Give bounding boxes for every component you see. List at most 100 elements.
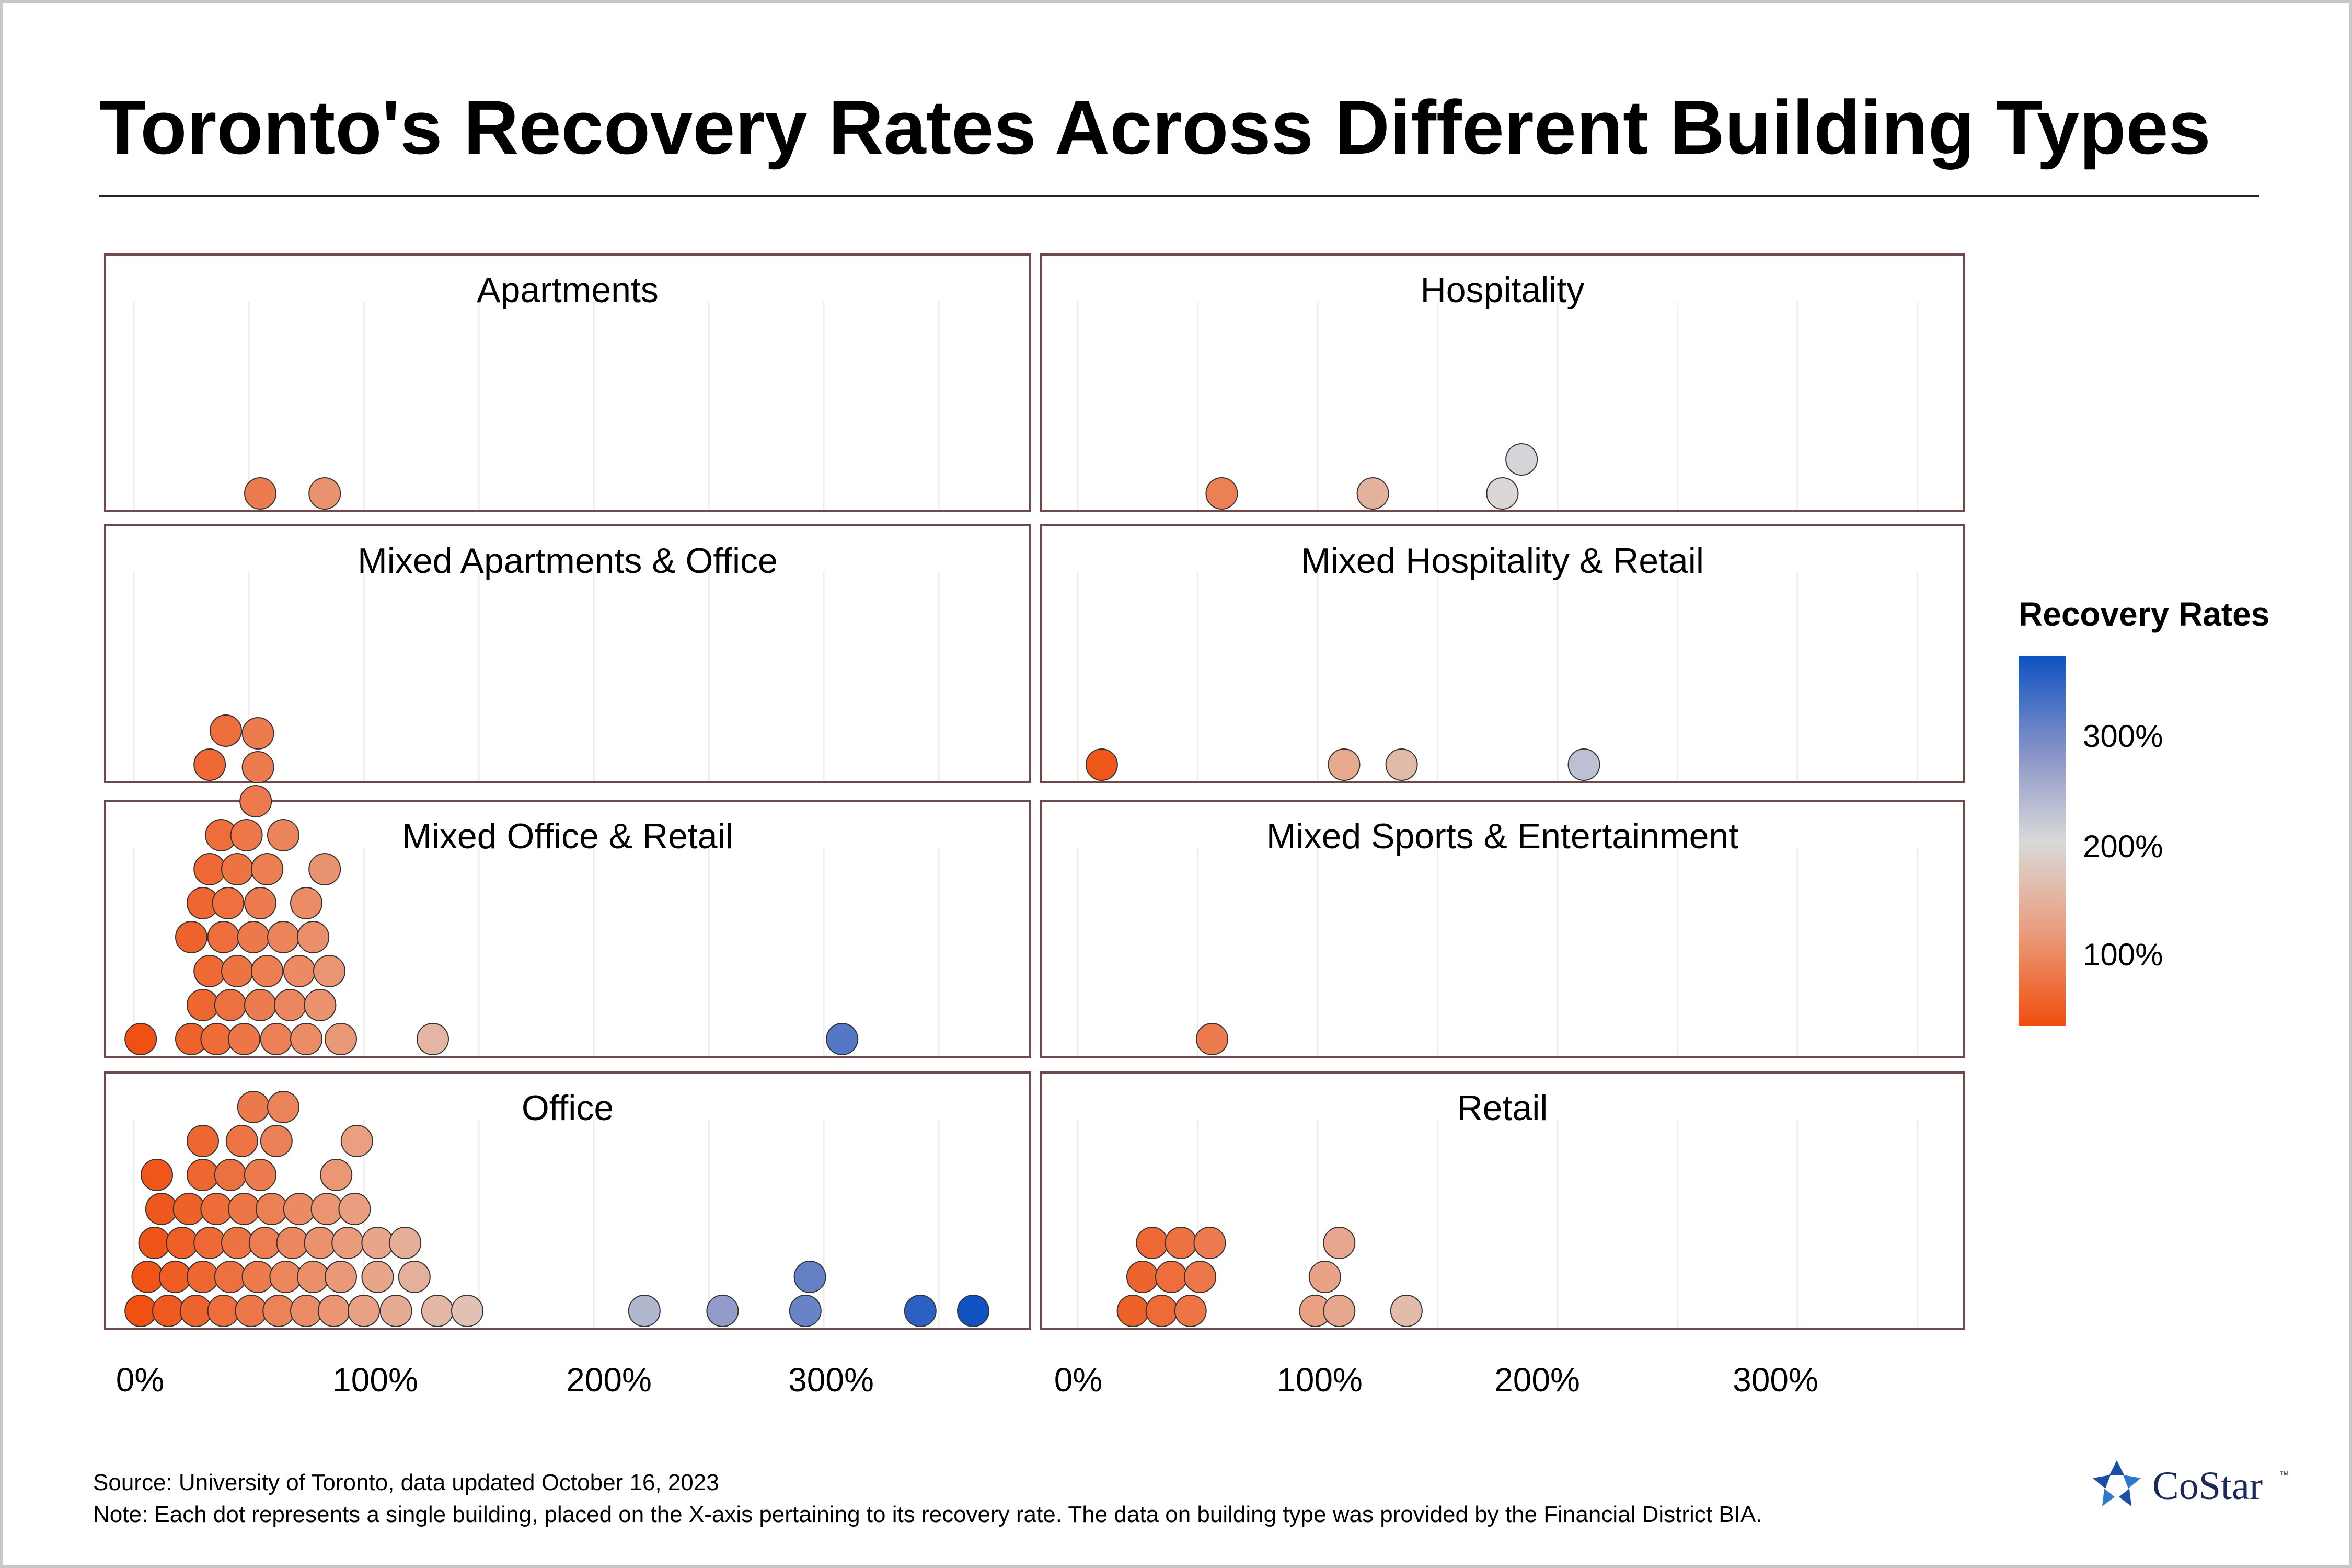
data-point [1174,1295,1207,1327]
data-point [267,921,299,953]
logo-trademark: ™ [2279,1470,2289,1481]
data-point [283,1193,316,1225]
data-point [628,1295,661,1327]
data-point [361,1261,394,1293]
data-point [230,819,263,851]
data-point [193,955,226,987]
data-point [1126,1261,1159,1293]
panel-retail: Retail [1040,1071,1965,1330]
chart-title: Toronto's Recovery Rates Across Differen… [99,85,2211,170]
data-point [166,1227,199,1259]
data-point [706,1295,739,1327]
x-tick-label: 300% [788,1361,874,1399]
data-point [187,989,219,1021]
panel-title: Mixed Sports & Entertainment [1266,816,1738,856]
data-point [244,1159,276,1191]
panel-mixed-sports-entertainment: Mixed Sports & Entertainment [1040,800,1965,1058]
data-point [276,1227,309,1259]
data-point [1323,1227,1356,1259]
data-point [317,1295,350,1327]
x-tick-label: 100% [332,1361,418,1399]
data-point [267,1091,299,1123]
data-point [308,853,341,885]
data-point [228,1193,261,1225]
data-point [131,1261,164,1293]
panel-title: Office [522,1088,614,1128]
panel-background [1041,525,1964,782]
panel-mixed-hospitality-retail: Mixed Hospitality & Retail [1040,524,1965,783]
panel-border [1040,524,1965,783]
panel-title: Mixed Apartments & Office [358,541,778,581]
data-point [320,1159,353,1191]
data-point [228,1023,261,1055]
panel-background [1041,801,1964,1057]
data-point [1205,477,1238,510]
data-point [340,1125,373,1157]
x-tick-label: 0% [1054,1361,1103,1399]
legend-tick-100: 100% [2083,937,2163,972]
legend-color-bar [2019,656,2066,1026]
legend-tick-300: 300% [2083,719,2163,754]
panel-hospitality: Hospitality [1040,253,1965,512]
data-point [308,477,341,510]
data-point [1145,1295,1178,1327]
data-point [1165,1227,1197,1259]
data-point [124,1295,157,1327]
data-point [221,955,253,987]
data-point [237,921,270,953]
data-point [214,989,247,1021]
data-point [1155,1261,1188,1293]
data-point [313,955,345,987]
data-point [237,1091,270,1123]
data-point [187,1125,219,1157]
data-point [826,1023,859,1055]
data-point [304,1227,337,1259]
data-point [297,1261,330,1293]
data-point [267,819,299,851]
data-point [451,1295,483,1327]
data-point [421,1295,454,1327]
panel-border [104,253,1031,512]
data-point [1356,477,1389,510]
data-point [310,1193,343,1225]
data-point [212,887,245,919]
data-point [1505,443,1538,476]
data-point [141,1159,173,1191]
x-tick-label: 100% [1277,1361,1363,1399]
panel-mixed-apartments-office: Mixed Apartments & Office [104,524,1031,783]
data-point [1567,748,1600,781]
data-point [1196,1023,1229,1055]
data-point [210,714,242,747]
data-point [193,853,226,885]
data-point [193,748,226,781]
data-point [1486,477,1519,510]
data-point [290,1295,322,1327]
data-point [789,1295,822,1327]
data-point [361,1227,394,1259]
panel-border [1040,1071,1965,1330]
data-point [348,1295,380,1327]
data-point [1184,1261,1217,1293]
data-point [214,1159,247,1191]
panel-background [105,255,1030,511]
data-point [159,1261,192,1293]
title-divider [99,195,2259,197]
x-tick-label: 300% [1733,1361,1818,1399]
data-point [1085,748,1118,781]
data-point [225,1125,258,1157]
data-point [235,1295,268,1327]
data-point [193,1227,226,1259]
data-point [239,785,272,817]
panel-border [104,524,1031,783]
panel-title: Apartments [477,270,659,310]
data-point [256,1193,288,1225]
x-tick-label: 200% [566,1361,652,1399]
data-point [325,1023,357,1055]
data-point [241,751,274,783]
data-point [172,1193,205,1225]
data-point [304,989,337,1021]
data-point [248,1227,281,1259]
data-point [325,1261,357,1293]
data-point [221,853,253,885]
